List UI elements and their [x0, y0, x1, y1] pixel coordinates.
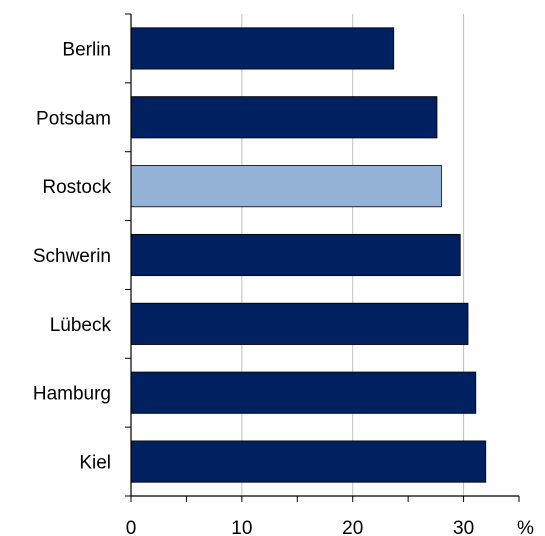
bar-1: [130, 96, 438, 139]
x-tick-label-0: 0: [126, 518, 137, 536]
bar-6: [130, 440, 487, 483]
x-tick-labels: 0 10 20 30: [126, 518, 474, 536]
bar-0: [130, 27, 395, 70]
category-label-1: Potsdam: [36, 108, 111, 129]
x-tick-label-1: 10: [231, 518, 252, 536]
category-labels: Berlin Potsdam Rostock Schwerin Lübeck Hambur…: [33, 39, 112, 473]
x-unit-label: %: [517, 518, 534, 536]
category-label-0: Berlin: [62, 39, 111, 60]
bar-2: [130, 165, 442, 208]
category-label-6: Kiel: [79, 453, 111, 474]
category-label-2: Rostock: [42, 177, 111, 198]
bar-5: [130, 371, 477, 414]
category-label-3: Schwerin: [33, 246, 111, 267]
axes: [125, 13, 520, 502]
bar-4: [130, 302, 469, 345]
x-tick-label-3: 30: [453, 518, 474, 536]
x-tick-label-2: 20: [342, 518, 363, 536]
category-label-4: Lübeck: [50, 315, 112, 336]
category-label-5: Hamburg: [33, 384, 111, 405]
bars: [130, 27, 487, 483]
bar-3: [130, 233, 461, 277]
